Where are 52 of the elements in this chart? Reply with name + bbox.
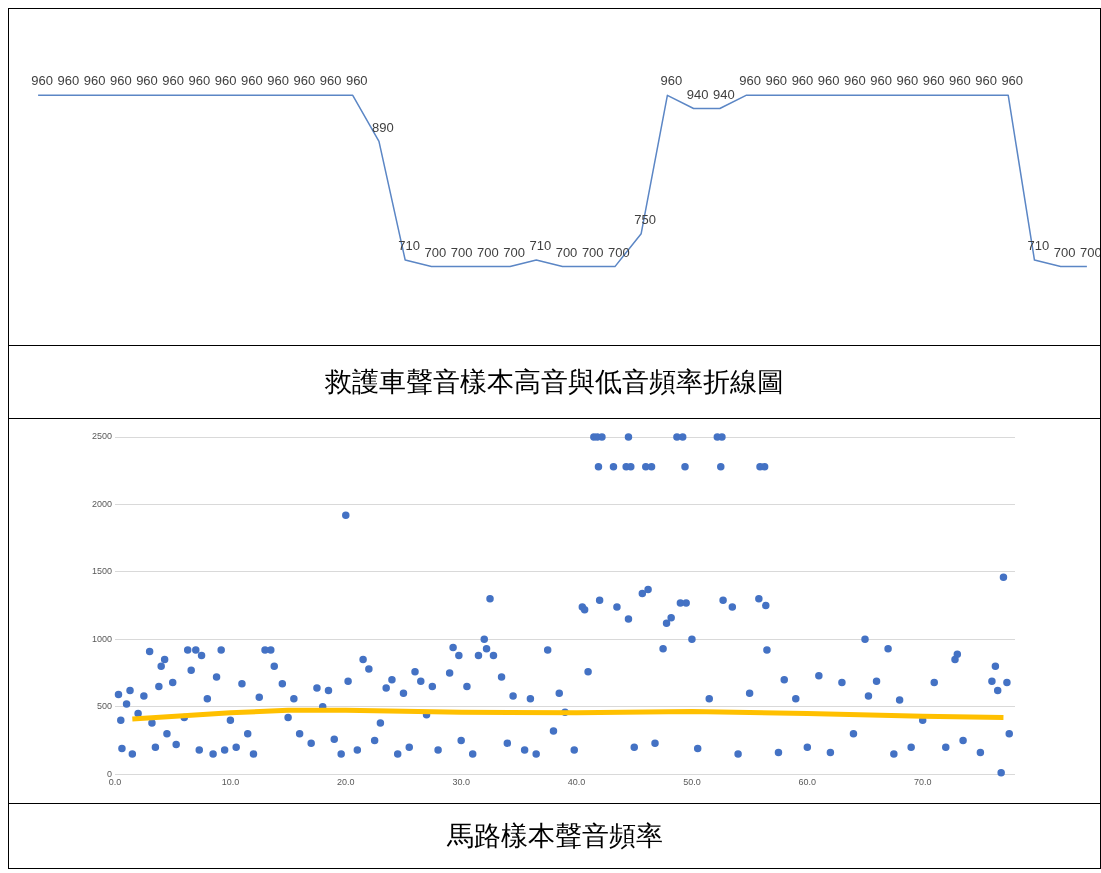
data-label: 960 [870, 73, 892, 89]
data-label: 890 [372, 119, 394, 135]
data-label: 710 [529, 238, 552, 254]
y-tick-label: 500 [96, 701, 113, 712]
y-tick-label: 1000 [91, 633, 113, 644]
data-label: 960 [241, 73, 263, 89]
data-label: 960 [319, 73, 342, 89]
data-label: 960 [896, 73, 919, 89]
data-label: 700 [476, 244, 499, 260]
data-label: 700 [1053, 244, 1076, 260]
x-tick-label: 20.0 [337, 777, 355, 788]
data-label: 960 [817, 73, 840, 89]
x-tick-label: 50.0 [683, 777, 701, 788]
x-tick-label: 30.0 [452, 777, 470, 788]
data-label: 700 [503, 244, 525, 260]
x-tick-label: 40.0 [567, 777, 586, 788]
data-label: 960 [739, 73, 761, 89]
x-tick-label: 10.0 [221, 777, 240, 788]
data-label: 700 [581, 244, 604, 260]
data-label: 960 [791, 73, 814, 89]
data-label: 700 [424, 244, 447, 260]
data-label: 960 [922, 73, 945, 89]
x-tick-label: 0.0 [108, 777, 122, 788]
x-tick-label: 70.0 [913, 777, 932, 788]
data-label: 960 [109, 73, 132, 89]
text: 馬路樣本聲音頻率 [9, 803, 1100, 868]
data-label: 960 [948, 73, 971, 89]
y-tick-label: 0 [107, 768, 113, 779]
y-tick-label: 2000 [91, 498, 113, 509]
data-label: 960 [188, 73, 211, 89]
data-label: 700 [450, 244, 473, 260]
data-label: 960 [660, 73, 683, 89]
data-label: 960 [1001, 73, 1024, 89]
data-label: 960 [162, 73, 185, 89]
data-label: 960 [83, 73, 106, 89]
data-label: 960 [975, 73, 997, 89]
data-label: 960 [765, 73, 788, 89]
y-tick-label: 1500 [91, 566, 113, 577]
data-label: 940 [712, 86, 735, 102]
x-tick-label: 60.0 [798, 777, 817, 788]
data-label: 700 [555, 244, 578, 260]
data-label: 960 [267, 73, 289, 89]
y-tick-label: 2500 [91, 431, 113, 442]
data-label: 960 [345, 73, 368, 89]
data-label: 960 [31, 73, 53, 89]
data-label: 960 [293, 73, 316, 89]
data-label: 940 [686, 86, 709, 102]
data-label: 960 [136, 73, 158, 89]
text: 救護車聲音樣本高音與低音頻率折線圖 [9, 345, 1100, 418]
data-label: 960 [844, 73, 866, 89]
data-label: 960 [214, 73, 237, 89]
data-label: 960 [57, 73, 80, 89]
